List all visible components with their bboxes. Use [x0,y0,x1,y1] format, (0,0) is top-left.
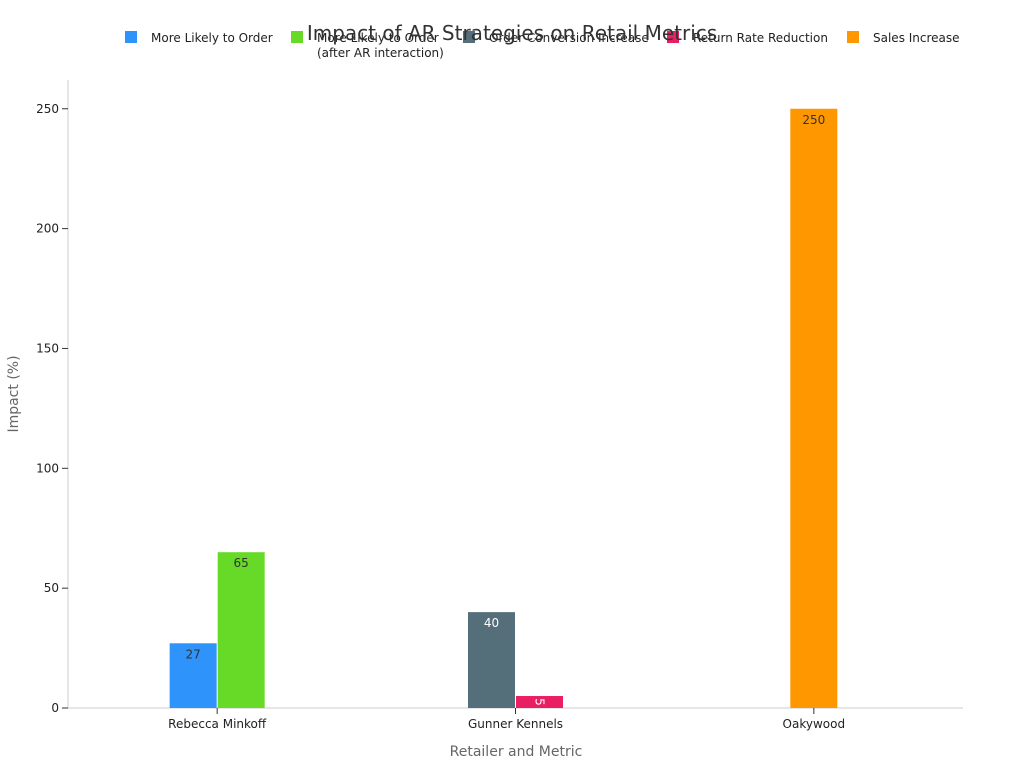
bars [169,108,838,708]
y-tick-label: 50 [44,581,59,595]
x-tick-label: Rebecca Minkoff [168,717,267,731]
y-tick-label: 250 [36,102,59,116]
data-labels: 27 65 40 5 250 [186,113,826,706]
axes: 0 50 100 150 200 250 Rebecca Minkoff Gunner Ken… [36,80,963,731]
legend-swatch [291,31,303,43]
data-label: 27 [186,647,201,661]
y-tick-label: 200 [36,222,59,236]
y-tick-label: 0 [51,701,59,715]
x-tick-label: Oakywood [783,717,846,731]
bar [516,696,563,708]
bar [790,108,838,708]
y-tick-label: 150 [36,341,59,355]
legend-swatch [667,31,679,43]
legend: More Likely to Order More Likely to Order… [125,31,960,60]
x-tick-label: Gunner Kennels [468,717,563,731]
bar [217,552,265,708]
legend-label: Return Rate Reduction [693,31,828,45]
legend-label: Sales Increase [873,31,960,45]
data-label: 5 [533,698,547,706]
legend-label: More Likely to Order [151,31,273,45]
legend-swatch [125,31,137,43]
data-label: 40 [484,616,499,630]
data-label: 65 [234,556,249,570]
data-label: 250 [802,113,825,127]
legend-swatch [463,31,475,43]
x-axis-title: Retailer and Metric [450,744,583,760]
y-axis-title: Impact (%) [6,355,22,432]
chart-title: Impact of AR Strategies on Retail Metric… [307,21,717,45]
legend-label: Order Conversion Increase [489,31,649,45]
legend-label: More Likely to Order (after AR interactio… [317,31,444,60]
bar [169,643,217,708]
legend-swatch [847,31,859,43]
y-tick-label: 100 [36,461,59,475]
bar [468,612,515,708]
